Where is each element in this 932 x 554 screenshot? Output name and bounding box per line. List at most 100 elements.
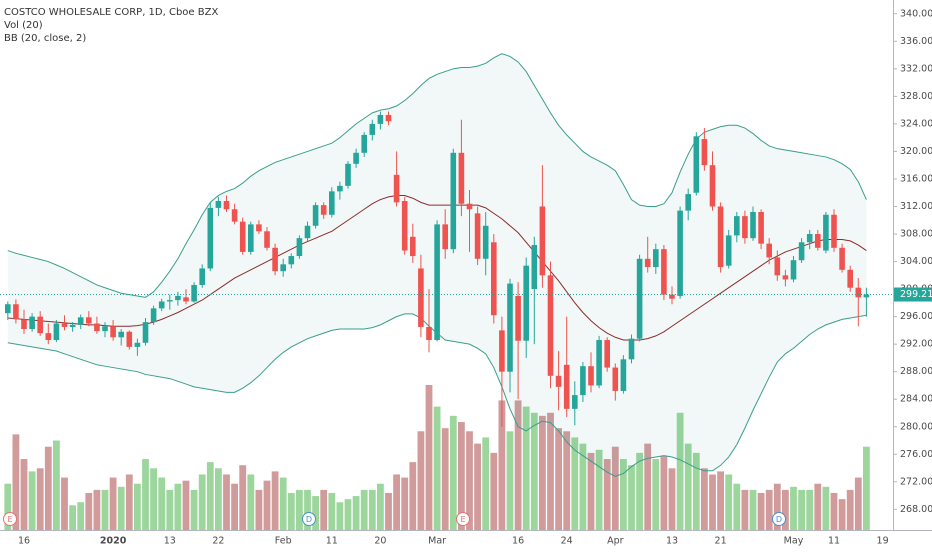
candle-body — [256, 224, 262, 232]
volume-bar — [830, 492, 838, 530]
candle-body — [798, 242, 805, 261]
volume-bar — [61, 477, 68, 530]
last-price-label: 299.21 — [900, 289, 932, 300]
candle-body — [717, 206, 724, 268]
volume-bar — [798, 489, 805, 530]
candle-body — [701, 139, 708, 166]
event-marker — [302, 512, 316, 526]
volume-bar — [101, 489, 109, 530]
volume-bar — [215, 468, 222, 530]
axis-layer: 268.00 272.00 276.00 280.00 284.00 288.00 292.… — [0, 8, 932, 547]
candle-body — [329, 191, 335, 215]
y-tick-label: 292.00 — [900, 339, 932, 350]
x-tick-label: 16 — [18, 536, 30, 547]
candle-body — [126, 331, 133, 347]
volume-bar — [263, 480, 271, 530]
x-tick-label: 2020 — [100, 536, 127, 547]
candle-body — [823, 214, 829, 251]
candle-body — [248, 224, 254, 252]
volume-bar — [368, 489, 376, 530]
candle-body — [507, 283, 513, 372]
chart-title: COSTCO WHOLESALE CORP, 1D, Cboe BZX — [4, 7, 218, 18]
candle-body — [21, 319, 27, 330]
candle-body — [806, 234, 813, 243]
y-tick-label: 320.00 — [900, 146, 932, 157]
candle-body — [288, 256, 295, 265]
volume-bar — [44, 446, 52, 530]
x-tick-label: Feb — [275, 536, 292, 547]
candle-body — [855, 287, 862, 298]
candle-body — [118, 331, 124, 338]
volume-bar — [628, 465, 635, 530]
volume-bar — [595, 449, 603, 530]
x-tick-label: 20 — [374, 536, 386, 547]
volume-bar — [854, 477, 862, 530]
y-tick-label: 296.00 — [900, 311, 932, 322]
volume-bar — [806, 489, 814, 530]
volume-bar — [166, 489, 174, 530]
y-tick-label: 288.00 — [900, 366, 932, 377]
candle-body — [345, 163, 351, 186]
candle-body — [94, 323, 100, 332]
candle-body — [628, 338, 635, 360]
candle-body — [831, 214, 837, 248]
candle-body — [264, 231, 270, 248]
candle-body — [563, 364, 570, 409]
candle-body — [296, 238, 303, 257]
y-tick-label: 340.00 — [900, 8, 932, 19]
volume-bar — [12, 434, 20, 530]
volume-bar — [239, 465, 247, 530]
volume-bar — [77, 502, 85, 530]
candle-body — [410, 236, 416, 257]
candle-body — [572, 395, 578, 409]
volume-bar — [757, 492, 765, 530]
candle-body — [175, 295, 181, 301]
x-tick-label: 21 — [715, 536, 727, 547]
volume-bar — [474, 443, 481, 530]
candle-body — [709, 165, 716, 207]
candle-body — [734, 216, 740, 236]
candle-body — [167, 300, 173, 302]
volume-bar — [846, 489, 854, 530]
volume-layer — [4, 385, 870, 530]
volume-bar — [717, 471, 724, 530]
volume-bar — [692, 452, 700, 530]
candle-body — [491, 242, 497, 316]
volume-bar — [498, 400, 506, 530]
volume-bar — [539, 415, 546, 530]
volume-bar — [4, 483, 12, 530]
y-tick-label: 284.00 — [900, 394, 932, 405]
candle-body — [37, 316, 43, 334]
candle-body — [677, 210, 683, 296]
volume-bar — [417, 431, 425, 530]
candle-body — [418, 268, 424, 327]
candle-body — [215, 200, 222, 208]
candle-body — [847, 269, 853, 288]
candle-body — [69, 324, 76, 327]
volume-bar — [271, 471, 279, 530]
candle-body — [110, 326, 116, 338]
volume-bar — [409, 462, 417, 530]
candle-body — [61, 323, 68, 327]
volume-bar — [765, 489, 773, 530]
y-tick-label: 332.00 — [900, 63, 932, 74]
volume-bar — [182, 480, 190, 530]
candle-body — [29, 316, 35, 330]
candle-body — [466, 203, 473, 210]
volume-bar — [150, 468, 157, 530]
candle-body — [669, 294, 675, 299]
volume-bar — [701, 468, 708, 530]
volume-bar — [563, 431, 571, 530]
candle-body — [653, 249, 659, 268]
volume-bar — [814, 483, 822, 530]
volume-bar — [377, 483, 384, 530]
volume-bar — [522, 406, 530, 530]
x-tick-label: 19 — [877, 536, 889, 547]
candle-body — [661, 249, 667, 295]
candle-body — [385, 114, 392, 122]
volume-bar — [158, 477, 166, 530]
volume-bar — [328, 492, 336, 530]
candle-body — [45, 333, 52, 341]
volume-bar — [490, 452, 498, 530]
